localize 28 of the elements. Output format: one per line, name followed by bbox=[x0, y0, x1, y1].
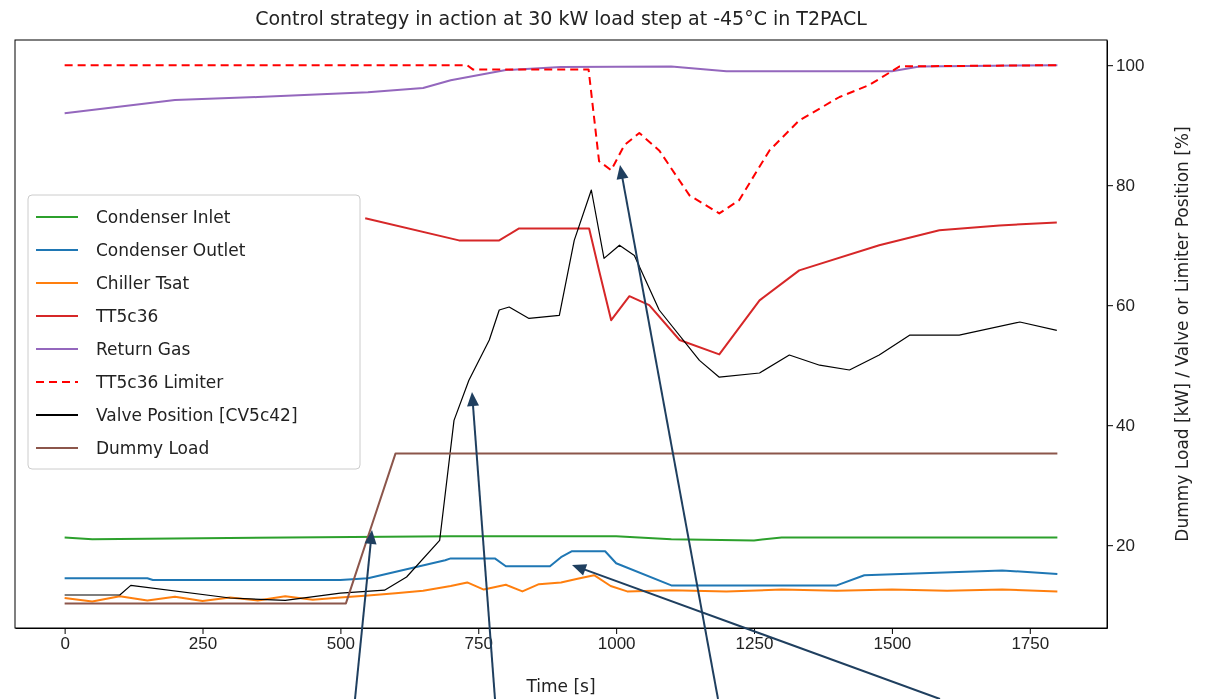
legend-label: Condenser Outlet bbox=[96, 240, 246, 260]
x-tick-label: 250 bbox=[188, 634, 218, 654]
y-tick-label: 100 bbox=[1116, 56, 1145, 76]
legend-label: TT5c36 Limiter bbox=[95, 372, 224, 392]
x-tick-label: 0 bbox=[60, 634, 70, 654]
legend-label: Condenser Inlet bbox=[96, 207, 231, 227]
x-tick-label: 1000 bbox=[597, 634, 636, 654]
line-series bbox=[63, 64, 1059, 115]
legend-label: TT5c36 bbox=[95, 306, 159, 326]
legend-label: Valve Position [CV5c42] bbox=[96, 405, 298, 425]
legend-label: Chiller Tsat bbox=[96, 273, 190, 293]
y-tick-label: 20 bbox=[1116, 536, 1135, 556]
x-axis-title: Time [s] bbox=[525, 676, 596, 696]
line-series bbox=[364, 217, 1058, 356]
y-tick-label: 40 bbox=[1116, 416, 1135, 436]
x-tick-label: 1500 bbox=[873, 634, 912, 654]
line-series bbox=[63, 574, 1059, 603]
y-axis-title: Dummy Load [kW] / Valve or Limiter Position [%] bbox=[1172, 126, 1192, 542]
y-tick-label: 80 bbox=[1116, 176, 1135, 196]
line-series bbox=[64, 189, 1058, 601]
x-tick-label: 1750 bbox=[1011, 634, 1050, 654]
chart-title: Control strategy in action at 30 kW load step at -45°C in T2PACL bbox=[255, 7, 868, 29]
legend-label: Dummy Load bbox=[96, 438, 210, 458]
y-tick-label: 60 bbox=[1116, 296, 1135, 316]
x-tick-label: 500 bbox=[326, 634, 356, 654]
line-series bbox=[63, 550, 1059, 587]
x-tick-label: 1250 bbox=[735, 634, 774, 654]
legend-label: Return Gas bbox=[96, 339, 191, 359]
